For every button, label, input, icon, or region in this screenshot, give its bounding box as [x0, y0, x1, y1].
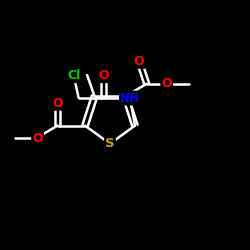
Text: O: O — [98, 69, 109, 82]
Text: O: O — [161, 77, 172, 90]
Text: S: S — [105, 137, 115, 150]
Text: Cl: Cl — [67, 69, 80, 82]
Text: O: O — [32, 132, 43, 144]
Text: O: O — [134, 55, 144, 68]
Text: O: O — [52, 96, 63, 110]
Text: NH: NH — [120, 92, 140, 104]
